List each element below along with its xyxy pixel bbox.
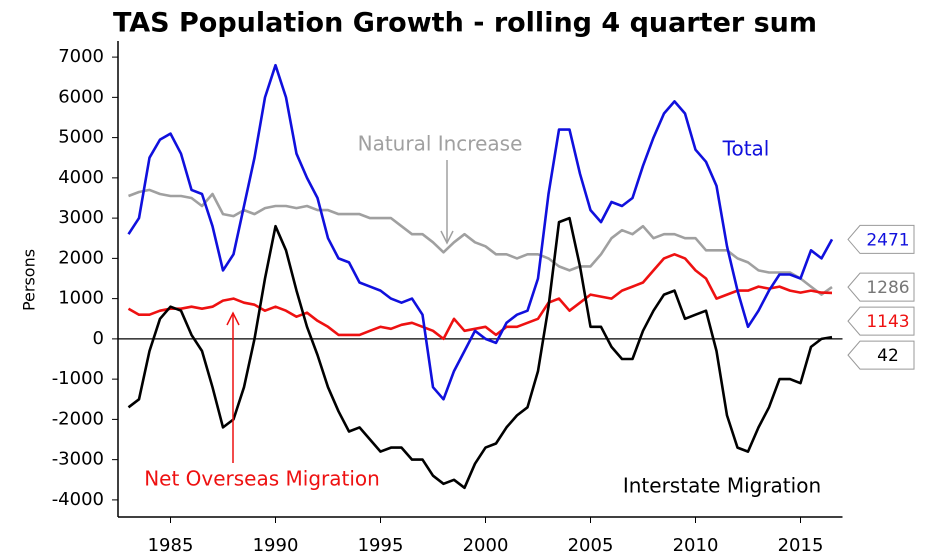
y-tick-label: 7000 xyxy=(58,46,104,67)
arrow-head xyxy=(440,230,454,245)
series-label: Net Overseas Migration xyxy=(144,467,380,491)
x-tick-label: 2015 xyxy=(778,535,824,556)
y-tick-label: -2000 xyxy=(52,408,104,429)
x-tick-label: 2000 xyxy=(463,535,509,556)
x-tick-label: 1995 xyxy=(358,535,404,556)
x-tick-label: 2010 xyxy=(673,535,719,556)
y-axis-label: Persons xyxy=(20,249,39,311)
y-tick-label: 0 xyxy=(93,328,104,349)
series-label: Total xyxy=(722,137,770,161)
x-tick-label: 1990 xyxy=(253,535,299,556)
arrow-head xyxy=(226,311,240,326)
value-tag xyxy=(847,306,915,336)
end-value-label: 1143 xyxy=(866,312,909,332)
y-tick-label: -1000 xyxy=(52,368,104,389)
y-tick-label: 3000 xyxy=(58,207,104,228)
end-value-label: 2471 xyxy=(866,230,909,250)
y-tick-label: 2000 xyxy=(58,247,104,268)
end-value-label: 42 xyxy=(877,346,899,366)
series-label: Natural Increase xyxy=(358,132,523,156)
value-tag xyxy=(847,340,915,370)
value-tag xyxy=(847,272,915,302)
series-line xyxy=(127,216,833,490)
end-value-label: 1286 xyxy=(866,278,909,298)
chart-title: TAS Population Growth - rolling 4 quarte… xyxy=(113,8,817,39)
y-tick-label: 1000 xyxy=(58,288,104,309)
y-tick-label: 5000 xyxy=(58,127,104,148)
series-label: Interstate Migration xyxy=(623,474,821,498)
x-tick-label: 2005 xyxy=(568,535,614,556)
x-tick-label: 1985 xyxy=(148,535,194,556)
y-tick-label: 6000 xyxy=(58,86,104,107)
y-tick-label: 4000 xyxy=(58,167,104,188)
series-line xyxy=(127,63,834,401)
series-line xyxy=(127,253,833,341)
series-line xyxy=(128,188,833,296)
value-tag xyxy=(847,224,915,254)
y-tick-label: -4000 xyxy=(52,489,104,510)
y-tick-label: -3000 xyxy=(52,449,104,470)
